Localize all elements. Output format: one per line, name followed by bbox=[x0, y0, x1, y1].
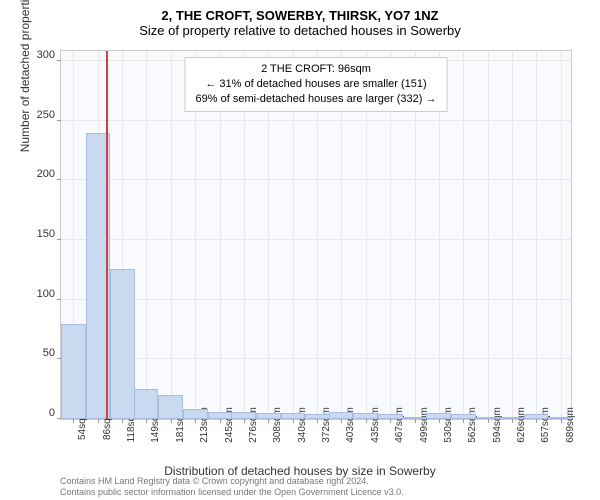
x-tick-label: 626sqm bbox=[516, 407, 527, 443]
histogram-bar bbox=[403, 417, 428, 419]
histogram-bar bbox=[329, 412, 354, 419]
histogram-bar bbox=[231, 412, 256, 419]
histogram-bar bbox=[158, 395, 183, 419]
title-main: 2, THE CROFT, SOWERBY, THIRSK, YO7 1NZ bbox=[0, 0, 600, 23]
y-tick-label: 200 bbox=[37, 168, 55, 180]
footer-line-1: Contains HM Land Registry data © Crown c… bbox=[60, 476, 404, 487]
histogram-bar bbox=[353, 413, 378, 419]
histogram-bar bbox=[524, 414, 549, 419]
histogram-bar bbox=[426, 413, 451, 419]
x-tick-label: 657sqm bbox=[540, 407, 551, 443]
histogram-bar bbox=[256, 413, 281, 419]
histogram-bar bbox=[451, 414, 476, 419]
histogram-bar bbox=[378, 414, 403, 419]
y-tick-label: 150 bbox=[37, 228, 55, 240]
info-line-2: ← 31% of detached houses are smaller (15… bbox=[196, 77, 437, 92]
property-marker-line bbox=[106, 51, 108, 419]
x-tick-label: 689sqm bbox=[565, 407, 576, 443]
histogram-bar bbox=[183, 409, 208, 419]
plot-region: 05010015020025030054sqm86sqm118sqm149sqm… bbox=[60, 50, 572, 420]
chart-area: 05010015020025030054sqm86sqm118sqm149sqm… bbox=[60, 50, 572, 420]
x-tick-label: 562sqm bbox=[467, 407, 478, 443]
info-line-3: 69% of semi-detached houses are larger (… bbox=[196, 92, 437, 107]
histogram-bar bbox=[134, 389, 159, 419]
y-tick-label: 0 bbox=[49, 407, 55, 419]
histogram-bar bbox=[548, 417, 573, 419]
histogram-bar bbox=[500, 417, 525, 419]
footer-credits: Contains HM Land Registry data © Crown c… bbox=[60, 476, 404, 498]
info-line-1: 2 THE CROFT: 96sqm bbox=[196, 62, 437, 77]
histogram-bar bbox=[281, 413, 306, 419]
x-tick-label: 467sqm bbox=[394, 407, 405, 443]
y-tick-label: 100 bbox=[37, 288, 55, 300]
histogram-bar bbox=[476, 417, 501, 419]
x-tick-label: 594sqm bbox=[492, 407, 503, 443]
histogram-bar bbox=[61, 324, 86, 419]
info-box: 2 THE CROFT: 96sqm← 31% of detached hous… bbox=[185, 57, 448, 112]
footer-line-2: Contains public sector information licen… bbox=[60, 487, 404, 498]
title-sub: Size of property relative to detached ho… bbox=[0, 23, 600, 42]
y-axis-label: Number of detached properties bbox=[18, 0, 32, 152]
histogram-bar bbox=[305, 414, 330, 419]
y-tick-label: 250 bbox=[37, 109, 55, 121]
histogram-bar bbox=[208, 412, 233, 419]
histogram-bar bbox=[110, 269, 135, 419]
y-tick-label: 300 bbox=[37, 49, 55, 61]
y-tick-label: 50 bbox=[43, 347, 55, 359]
